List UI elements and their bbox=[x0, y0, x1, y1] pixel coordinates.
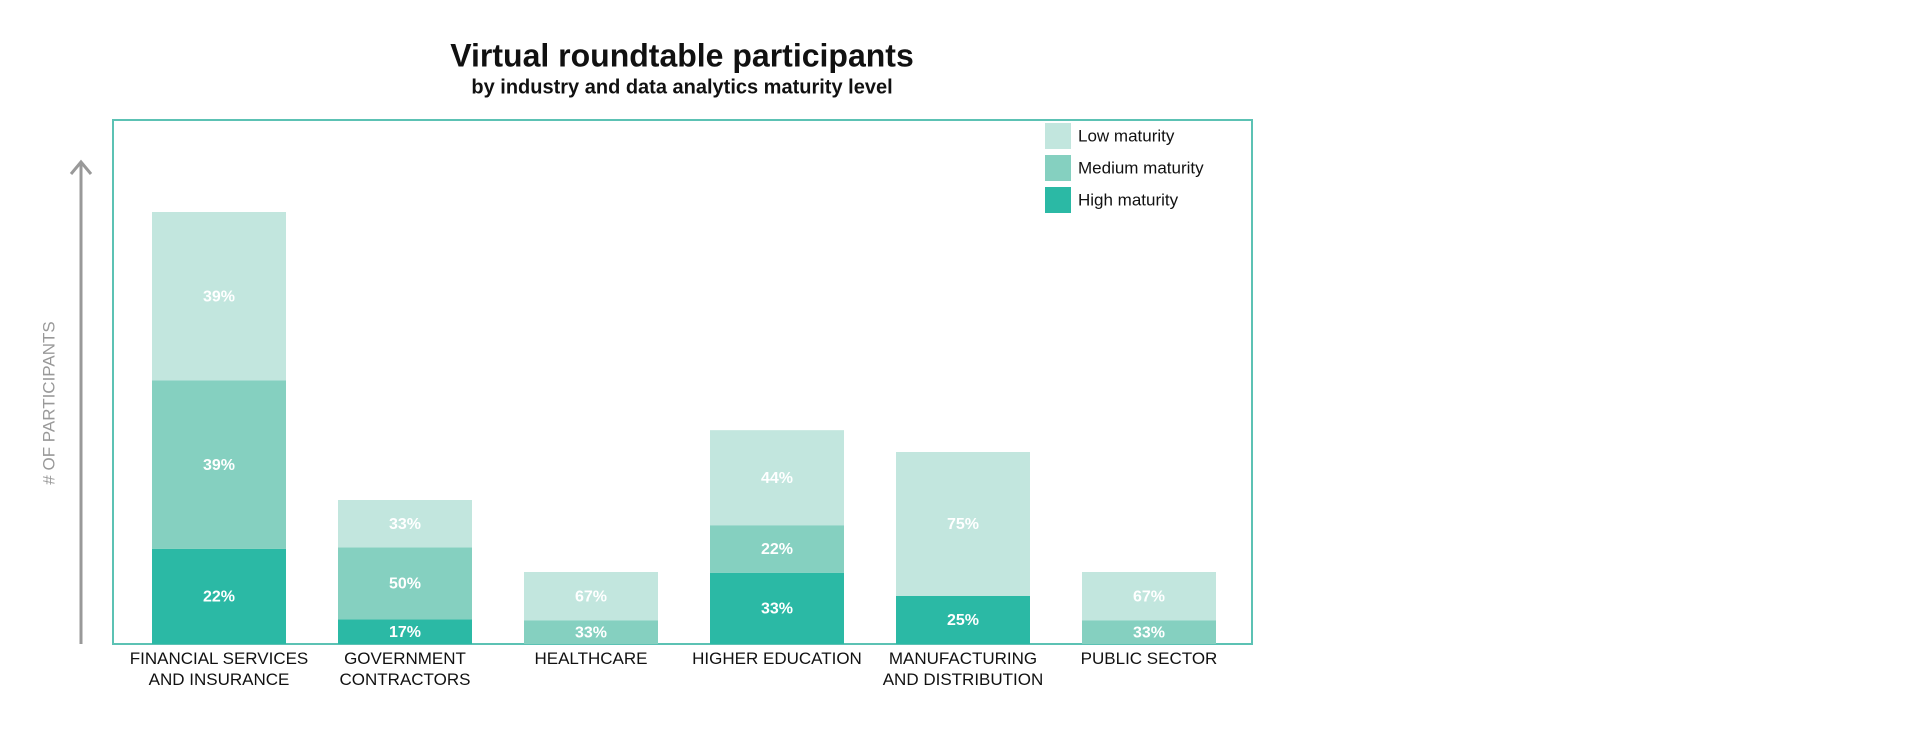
legend-swatch bbox=[1045, 187, 1071, 213]
value-label: 33% bbox=[761, 601, 793, 618]
bar-segment bbox=[152, 548, 286, 644]
bar-segment bbox=[1082, 572, 1216, 621]
bar-segment bbox=[896, 452, 1030, 596]
y-axis-label: # OF PARTICIPANTS bbox=[39, 321, 58, 484]
bar-segment bbox=[710, 572, 844, 644]
bar-segment bbox=[710, 525, 844, 573]
bar-segment bbox=[896, 596, 1030, 644]
bar-segment bbox=[152, 380, 286, 549]
legend-label: High maturity bbox=[1078, 190, 1179, 209]
value-label: 33% bbox=[389, 516, 421, 533]
plot-frame bbox=[112, 119, 1253, 645]
value-label: 67% bbox=[575, 588, 607, 605]
legend-label: Medium maturity bbox=[1078, 158, 1204, 177]
bar-segment bbox=[152, 212, 286, 381]
bar-segment bbox=[338, 619, 472, 644]
legend-swatch bbox=[1045, 123, 1071, 149]
legend-label: Low maturity bbox=[1078, 126, 1175, 145]
value-label: 75% bbox=[947, 516, 979, 533]
value-label: 17% bbox=[389, 624, 421, 641]
x-tick-label: PUBLIC SECTOR bbox=[1081, 649, 1218, 668]
value-label: 33% bbox=[575, 624, 607, 641]
value-label: 44% bbox=[761, 470, 793, 487]
bar-segment bbox=[524, 572, 658, 621]
chart-subtitle: by industry and data analytics maturity … bbox=[471, 76, 892, 98]
value-label: 50% bbox=[389, 576, 421, 593]
y-axis-arrowhead bbox=[69, 159, 93, 175]
value-label: 39% bbox=[203, 288, 235, 305]
legend-swatch bbox=[1045, 155, 1071, 181]
value-label: 22% bbox=[761, 541, 793, 558]
bar-segment bbox=[1082, 620, 1216, 644]
value-label: 39% bbox=[203, 457, 235, 474]
value-label: 25% bbox=[947, 612, 979, 629]
x-tick-label: FINANCIAL SERVICES AND INSURANCE bbox=[130, 649, 309, 689]
value-label: 33% bbox=[1133, 624, 1165, 641]
x-tick-label: HIGHER EDUCATION bbox=[692, 649, 862, 668]
value-label: 22% bbox=[203, 589, 235, 606]
bar-segment bbox=[338, 500, 472, 548]
bar-segment bbox=[524, 620, 658, 644]
x-tick-label: GOVERNMENT CONTRACTORS bbox=[340, 649, 471, 689]
x-tick-label: HEALTHCARE bbox=[534, 649, 647, 668]
bar-segment bbox=[338, 547, 472, 620]
value-label: 67% bbox=[1133, 588, 1165, 605]
chart-title: Virtual roundtable participants bbox=[450, 37, 913, 73]
bar-segment bbox=[710, 430, 844, 526]
x-tick-label: MANUFACTURING AND DISTRIBUTION bbox=[883, 649, 1044, 689]
